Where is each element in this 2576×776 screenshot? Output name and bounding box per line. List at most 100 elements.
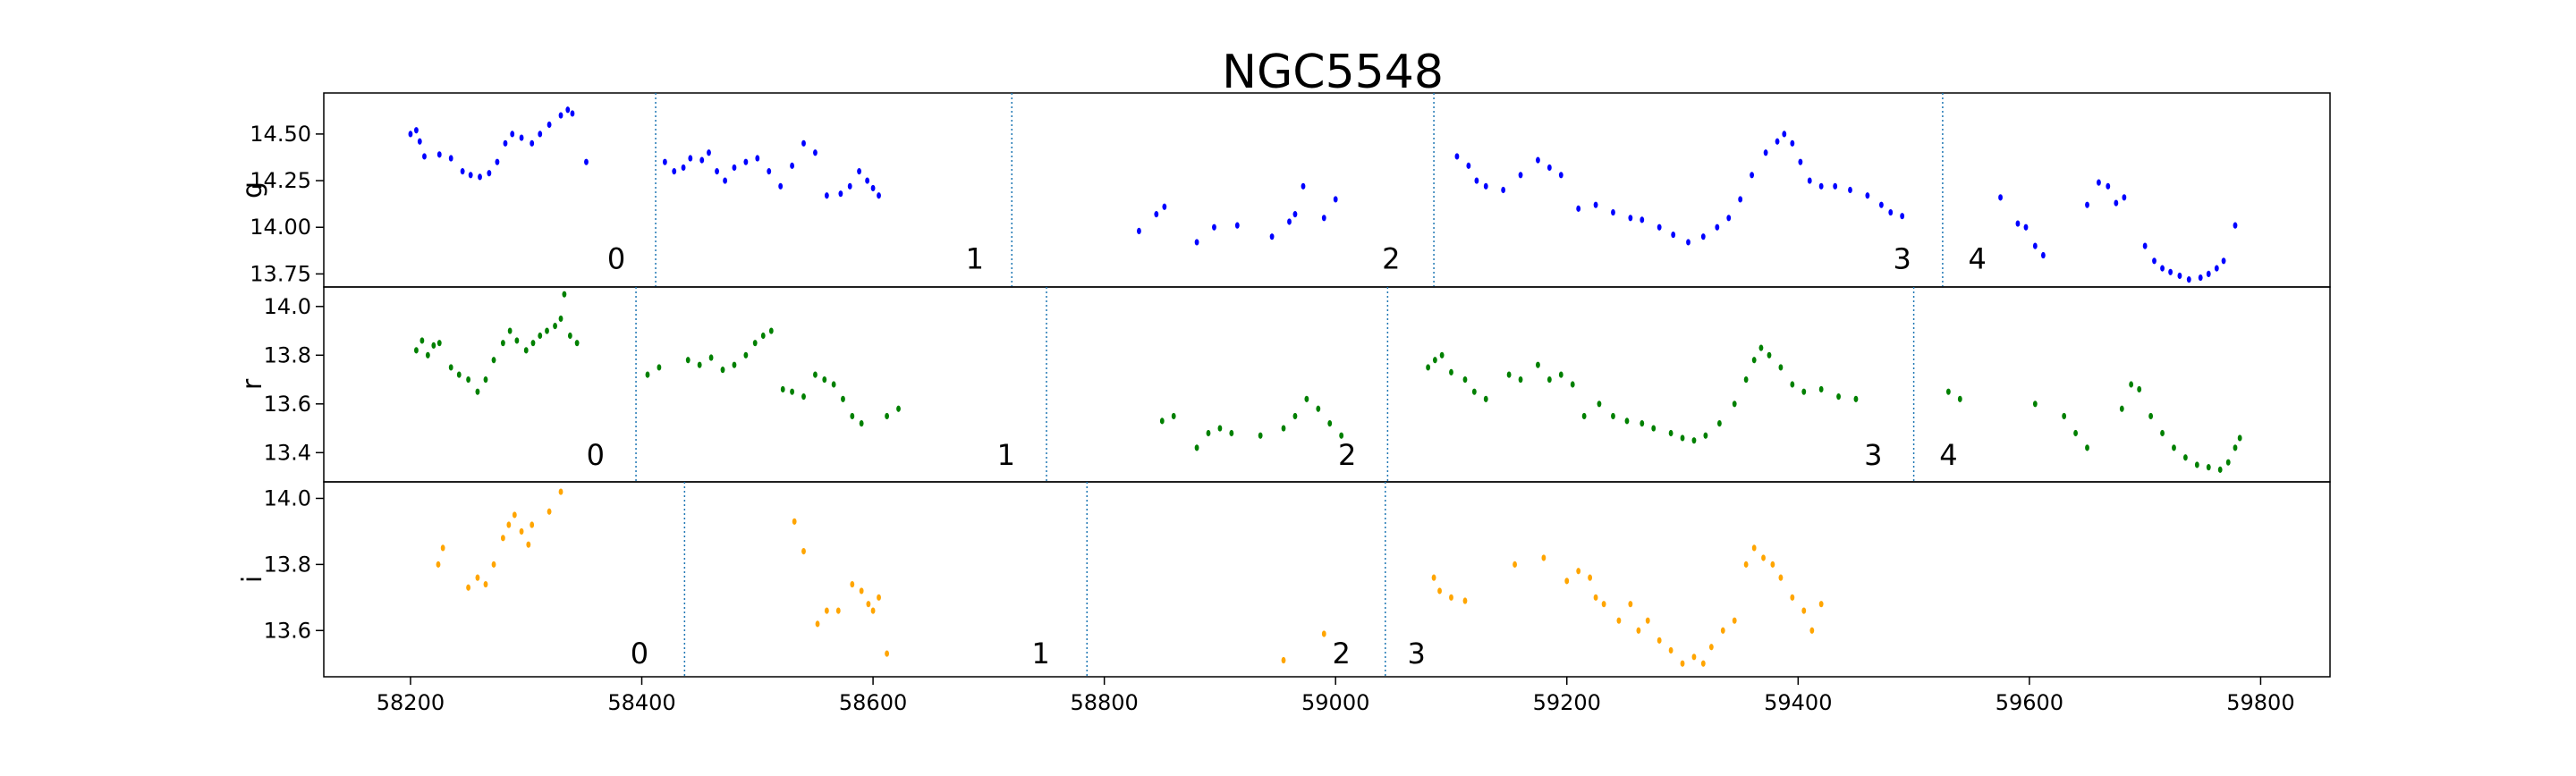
data-point — [1732, 401, 1737, 408]
data-point — [1750, 172, 1755, 179]
data-point — [778, 182, 784, 190]
data-point — [436, 340, 442, 347]
data-point — [1611, 412, 1615, 420]
data-point — [2106, 182, 2111, 190]
data-point — [1807, 177, 1812, 184]
data-point — [824, 607, 829, 614]
data-point — [1576, 568, 1581, 575]
data-point — [847, 182, 852, 190]
data-point — [1680, 434, 1685, 442]
data-point — [1292, 412, 1298, 420]
data-point — [538, 332, 543, 340]
data-point — [790, 162, 794, 169]
data-point — [1194, 444, 1199, 451]
x-tick-label: 58200 — [377, 690, 445, 715]
data-point — [1691, 654, 1697, 661]
y-tick-label: 14.25 — [250, 168, 311, 193]
x-tick-label: 59600 — [1996, 690, 2063, 715]
data-point — [1483, 182, 1488, 190]
data-point — [1212, 224, 1216, 231]
data-point — [2085, 444, 2089, 451]
data-point — [857, 168, 861, 175]
data-point — [877, 594, 881, 601]
data-point — [1865, 192, 1870, 199]
data-point — [1818, 601, 1824, 608]
data-point — [414, 127, 419, 134]
data-point — [558, 112, 564, 119]
data-point — [1206, 429, 1211, 437]
data-point — [1234, 222, 1240, 229]
data-point — [662, 158, 667, 165]
data-point — [1836, 393, 1841, 401]
data-point — [1732, 617, 1737, 624]
data-point — [657, 364, 662, 371]
data-point — [506, 521, 512, 528]
data-point — [1518, 375, 1523, 384]
data-point — [813, 371, 818, 378]
data-point — [483, 375, 488, 384]
data-point — [2177, 272, 2182, 280]
data-point — [1321, 215, 1326, 222]
data-point — [503, 139, 508, 147]
data-point — [1790, 381, 1795, 388]
data-point — [743, 158, 749, 165]
segment-label: 2 — [1338, 438, 1356, 472]
data-point — [790, 388, 794, 395]
data-point — [1611, 208, 1615, 216]
data-point — [1483, 395, 1488, 402]
data-point — [1597, 401, 1602, 408]
data-point — [1818, 385, 1824, 393]
data-point — [1715, 224, 1720, 231]
data-point — [1640, 420, 1645, 427]
data-series-r — [414, 291, 2242, 473]
data-point — [1518, 172, 1523, 179]
data-point — [425, 351, 430, 358]
data-point — [1853, 395, 1859, 402]
data-point — [715, 168, 719, 175]
data-point — [507, 327, 513, 334]
panel-frame — [323, 481, 2331, 678]
data-point — [2040, 251, 2046, 259]
data-point — [1743, 561, 1749, 568]
data-point — [2206, 270, 2211, 277]
data-point — [2221, 257, 2226, 265]
data-point — [824, 192, 829, 199]
data-point — [2142, 242, 2148, 249]
data-point — [475, 388, 480, 395]
data-point — [1154, 211, 1159, 218]
data-point — [2206, 464, 2211, 471]
data-point — [885, 412, 889, 420]
data-point — [859, 587, 864, 595]
data-point — [1770, 561, 1775, 568]
data-point — [1790, 139, 1795, 147]
data-point — [523, 347, 529, 354]
x-axis: 58200 58400 58600 58800 59000 59200 59400 59600… — [377, 677, 2295, 715]
data-point — [743, 351, 749, 358]
data-point — [815, 620, 820, 628]
data-point — [530, 139, 535, 147]
data-point — [1281, 425, 1286, 432]
segment-label: 4 — [1939, 438, 1957, 472]
data-point — [2217, 466, 2223, 473]
data-point — [1628, 601, 1633, 608]
data-point — [448, 364, 453, 371]
y-tick-label: 14.50 — [250, 122, 311, 147]
data-point — [801, 547, 806, 555]
data-point — [1576, 205, 1581, 212]
x-tick-label: 59400 — [1764, 690, 1832, 715]
data-point — [865, 177, 870, 184]
data-point — [1558, 172, 1563, 179]
data-point — [1258, 432, 1263, 439]
data-point — [1287, 218, 1292, 225]
data-series-i — [436, 488, 1824, 667]
data-point — [440, 544, 445, 552]
data-point — [1581, 412, 1587, 420]
data-point — [2137, 385, 2142, 393]
data-point — [720, 367, 725, 374]
data-point — [870, 184, 876, 192]
data-point — [1616, 617, 1622, 624]
data-point — [1900, 213, 1905, 220]
data-point — [2032, 242, 2038, 249]
data-point — [1801, 607, 1807, 614]
